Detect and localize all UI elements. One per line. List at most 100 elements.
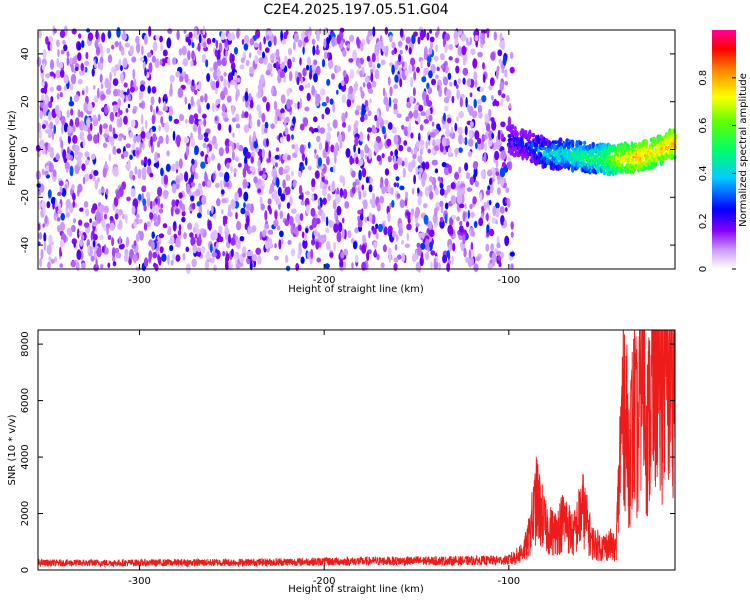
spectrogram-cell — [203, 132, 209, 138]
spectrogram-cell — [468, 138, 474, 147]
spectrogram-cell — [441, 161, 447, 168]
spectrogram-cell — [345, 111, 348, 119]
spectrogram-cell — [396, 182, 399, 188]
spectrogram-cell — [468, 249, 472, 259]
spectrogram-cell — [353, 144, 356, 153]
spectrogram-cell — [231, 104, 235, 115]
signal-ridge-cell — [665, 142, 669, 146]
spectrogram-cell — [177, 229, 182, 236]
spectrogram-cell — [282, 154, 287, 161]
spectrogram-cell — [486, 224, 490, 234]
spectrogram-cell — [191, 158, 195, 166]
spectrogram-cell — [306, 92, 311, 102]
spectrogram-cell — [87, 102, 93, 112]
spectrogram-cell — [274, 210, 278, 220]
spectrogram-cell — [81, 262, 86, 269]
spectrogram-cell — [197, 42, 201, 52]
spectrogram-cell — [76, 157, 82, 168]
spectrogram-cell — [429, 191, 434, 200]
signal-ridge-cell — [670, 130, 674, 136]
spectrogram-cell — [465, 221, 470, 228]
spectrogram-cell — [374, 46, 380, 56]
spectrogram-cell — [233, 47, 239, 55]
spectrogram-cell — [38, 151, 41, 158]
spectrogram-cell — [401, 124, 405, 130]
spectrogram-cell — [50, 59, 54, 70]
spectrogram-cell — [178, 192, 183, 199]
spectrogram-cell — [348, 86, 354, 95]
spectrogram-cell — [503, 220, 508, 229]
spectrogram-cell — [323, 51, 328, 60]
spectrogram-cell — [214, 116, 218, 121]
spectrogram-cell — [391, 126, 397, 134]
spectrogram-cell — [228, 259, 233, 271]
spectrogram-cell — [285, 116, 290, 124]
spectrogram-cell — [495, 202, 500, 209]
spectrogram-cell — [439, 200, 444, 207]
spectrogram-cell — [508, 102, 512, 109]
spectrogram-cell — [175, 177, 180, 184]
spectrogram-cell — [232, 233, 236, 239]
spectrogram-cell — [472, 161, 478, 170]
spectrogram-cell — [85, 51, 89, 60]
spectrogram-cell — [430, 261, 433, 270]
spectrogram-cell — [500, 98, 504, 107]
spectrogram-cell — [154, 59, 160, 69]
spectrogram-cell — [360, 41, 364, 52]
spectrogram-cell — [58, 62, 64, 69]
spectrogram-cell — [96, 247, 102, 258]
spectrogram-cell — [167, 57, 171, 66]
spectrogram-cell — [391, 200, 395, 208]
spectrogram-cell — [437, 26, 440, 36]
spectrogram-cell — [408, 63, 413, 74]
spectrogram-cell — [132, 253, 138, 263]
spectrogram-cell — [320, 237, 324, 243]
spectrogram-cell — [302, 67, 307, 77]
spectrogram-cell — [143, 156, 148, 164]
spectrogram-cell — [421, 231, 425, 239]
spectrogram-cell — [341, 112, 346, 124]
spectrogram-cell — [42, 105, 47, 117]
spectrogram-cell — [443, 166, 450, 176]
spectrogram-cell — [333, 241, 337, 252]
signal-ridge-cell — [514, 130, 519, 138]
spectrogram-cell — [380, 59, 386, 66]
spectrogram-cell — [99, 73, 103, 83]
spectrogram-cell — [491, 132, 495, 139]
spectrogram-cell — [59, 92, 63, 98]
spectrogram-cell — [184, 96, 188, 105]
spectrogram-cell — [375, 136, 382, 143]
spectrogram-cell — [131, 56, 137, 63]
spectrogram-cell — [355, 156, 359, 165]
spectrogram-cell — [39, 139, 45, 149]
spectrogram-cell — [48, 147, 54, 152]
spectrogram-cell — [327, 193, 331, 201]
spectrogram-cell — [228, 124, 232, 134]
signal-ridge-cell — [630, 141, 634, 148]
spectrogram-cell — [242, 95, 245, 103]
spectrogram-cell — [65, 198, 71, 209]
spectrogram-cell — [158, 125, 161, 132]
spectrogram-cell — [399, 50, 403, 55]
spectrogram-cell — [233, 168, 237, 174]
spectrogram-cell — [187, 222, 193, 230]
spectrogram-cell — [382, 87, 386, 97]
spectrogram-cell — [413, 104, 420, 111]
spectrogram-cell — [360, 90, 365, 99]
spectrogram-cell — [368, 148, 372, 160]
spectrogram-cell — [184, 171, 189, 183]
spectrogram-cell — [438, 262, 441, 271]
spectrogram-cell — [140, 114, 144, 125]
spectrogram-cell — [115, 252, 122, 259]
spectrogram-cell — [169, 74, 175, 83]
spectrogram-cell — [366, 82, 372, 90]
spectrogram-cell — [212, 229, 218, 241]
spectrogram-cell — [304, 106, 310, 112]
spectrogram-cell — [43, 240, 47, 251]
spectrogram-cell — [206, 146, 210, 154]
spectrogram-cell — [129, 86, 135, 93]
spectrogram-cell — [308, 71, 313, 80]
y-tick-label: 2000 — [20, 501, 31, 526]
spectrogram-cell — [311, 178, 316, 188]
